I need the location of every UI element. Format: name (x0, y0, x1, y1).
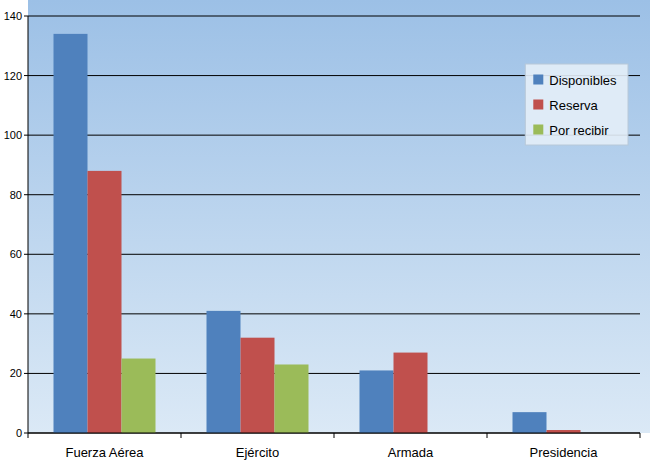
bar (122, 359, 156, 433)
tick-mark (24, 194, 28, 195)
legend-swatch (533, 75, 543, 85)
legend-swatch (533, 100, 543, 110)
bar (275, 364, 309, 433)
tick-label: 20 (10, 367, 22, 379)
tick-mark (24, 16, 28, 17)
bar (360, 370, 394, 433)
tick-label: 120 (4, 70, 22, 82)
bar (54, 34, 88, 433)
plot-background (28, 0, 650, 433)
legend-box (525, 64, 628, 145)
bar (394, 353, 428, 433)
bar (207, 311, 241, 433)
category-tick (28, 433, 29, 438)
chart-svg: 0 20 40 60 80 100 120 140 Fuerza Aérea Ejército Ar… (0, 0, 650, 471)
tick-mark (24, 373, 28, 374)
category-tick (640, 433, 641, 438)
legend-label: Disponibles (549, 73, 617, 88)
tick-label: 0 (16, 427, 22, 439)
legend-label: Por recibir (549, 123, 609, 138)
bar (88, 171, 122, 433)
legend-label: Reserva (549, 98, 598, 113)
category-label: Fuerza Aérea (65, 445, 144, 460)
tick-label: 140 (4, 10, 22, 22)
tick-label: 60 (10, 248, 22, 260)
bar (241, 338, 275, 433)
tick-label: 100 (4, 129, 22, 141)
tick-label: 80 (10, 189, 22, 201)
tick-mark (24, 75, 28, 76)
tick-mark (24, 313, 28, 314)
bar (513, 412, 547, 433)
chart-container: 0 20 40 60 80 100 120 140 Fuerza Aérea Ejército Ar… (0, 0, 650, 471)
tick-label: 40 (10, 308, 22, 320)
legend: Disponibles Reserva Por recibir (525, 64, 628, 145)
category-label: Armada (388, 445, 434, 460)
grid-line (28, 16, 640, 17)
tick-mark (24, 254, 28, 255)
tick-mark (24, 433, 28, 434)
category-label: Presidencia (530, 445, 599, 460)
category-label: Ejército (236, 445, 279, 460)
category-tick (334, 433, 335, 438)
tick-mark (24, 135, 28, 136)
legend-swatch (533, 125, 543, 135)
category-tick (181, 433, 182, 438)
y-axis (28, 16, 29, 433)
category-tick (487, 433, 488, 438)
bars (54, 34, 581, 433)
